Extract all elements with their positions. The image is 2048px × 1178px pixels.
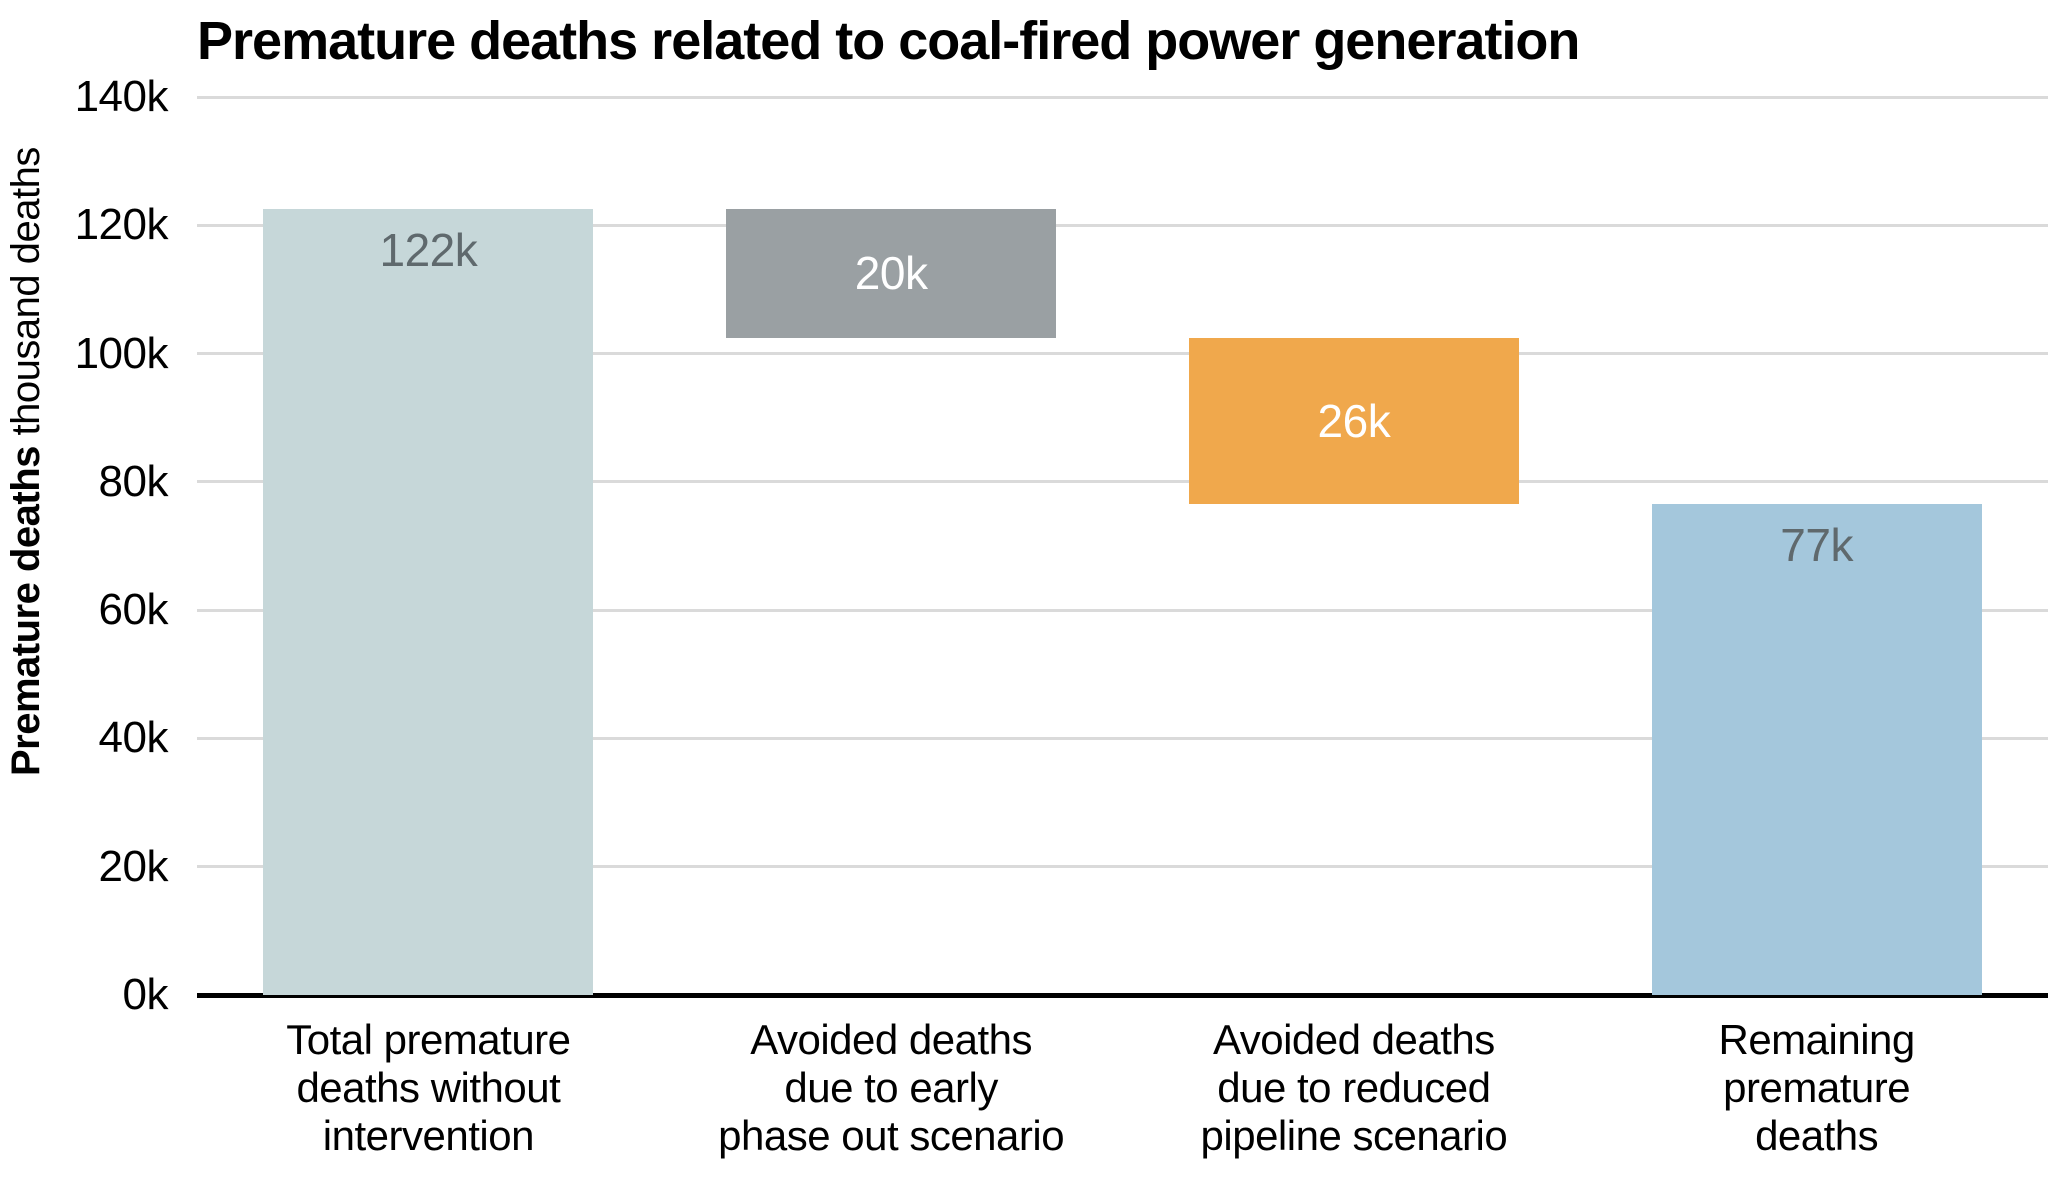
x-label-line: due to reduced bbox=[1217, 1064, 1491, 1111]
x-label-remaining-premature-deaths: Remaining premature deaths bbox=[1585, 1016, 2048, 1160]
y-tick-label-80k: 80k bbox=[98, 456, 169, 506]
gridline-60k bbox=[197, 608, 2048, 612]
y-tick-label-0k: 0k bbox=[122, 970, 169, 1019]
bar-value-label: 20k bbox=[854, 247, 928, 300]
x-label-line: deaths bbox=[1755, 1112, 1879, 1159]
x-label-line: Avoided deaths bbox=[750, 1016, 1033, 1063]
x-label-line: pipeline scenario bbox=[1200, 1112, 1508, 1159]
y-tick-label-20k: 20k bbox=[98, 841, 169, 891]
gridline-40k bbox=[197, 736, 2048, 740]
y-axis: 0k 20k 40k 60k 80k 100k 120k 140k bbox=[0, 72, 169, 1019]
x-label-line: Remaining bbox=[1718, 1016, 1915, 1063]
x-label-avoided-deaths-early-phase-out: Avoided deaths due to early phase out sc… bbox=[660, 1016, 1123, 1160]
x-label-line: phase out scenario bbox=[718, 1112, 1065, 1159]
y-tick-label-100k: 100k bbox=[74, 328, 169, 378]
x-label-line: intervention bbox=[322, 1112, 535, 1159]
gridline-80k bbox=[197, 480, 2048, 484]
bar-value-label: 77k bbox=[1780, 519, 1853, 572]
bar-avoided-deaths-reduced-pipeline: 26k bbox=[1188, 337, 1519, 505]
x-label-line: premature bbox=[1723, 1064, 1911, 1111]
y-tick-label-140k: 140k bbox=[74, 72, 169, 121]
y-tick-label-60k: 60k bbox=[98, 585, 169, 635]
x-axis-baseline bbox=[197, 993, 2048, 998]
bar-remaining-premature-deaths: 77k bbox=[1651, 504, 1982, 995]
gridline-20k bbox=[197, 865, 2048, 869]
x-label-line: Total premature bbox=[286, 1016, 571, 1063]
x-label-line: due to early bbox=[784, 1064, 998, 1111]
y-tick-label-40k: 40k bbox=[98, 713, 169, 763]
bar-value-label: 122k bbox=[379, 224, 478, 277]
x-label-line: deaths without bbox=[296, 1064, 561, 1111]
y-tick-label-120k: 120k bbox=[74, 200, 169, 250]
x-axis: Total premature deaths without intervent… bbox=[0, 1016, 2048, 1178]
x-label-avoided-deaths-reduced-pipeline: Avoided deaths due to reduced pipeline s… bbox=[1123, 1016, 1586, 1160]
x-label-total-premature-deaths: Total premature deaths without intervent… bbox=[197, 1016, 660, 1160]
bar-total-premature-deaths-without-intervention: 122k bbox=[263, 209, 594, 995]
gridline-120k bbox=[197, 223, 2048, 227]
chart-title: Premature deaths related to coal-fired p… bbox=[197, 11, 1580, 71]
bar-value-label: 26k bbox=[1317, 394, 1391, 447]
plot-area: 122k 20k 26k 77k bbox=[0, 95, 2048, 998]
gridline-140k bbox=[197, 95, 2048, 99]
gridline-100k bbox=[197, 352, 2048, 356]
bar-avoided-deaths-early-phase-out: 20k bbox=[726, 209, 1057, 338]
x-label-line: Avoided deaths bbox=[1212, 1016, 1495, 1063]
